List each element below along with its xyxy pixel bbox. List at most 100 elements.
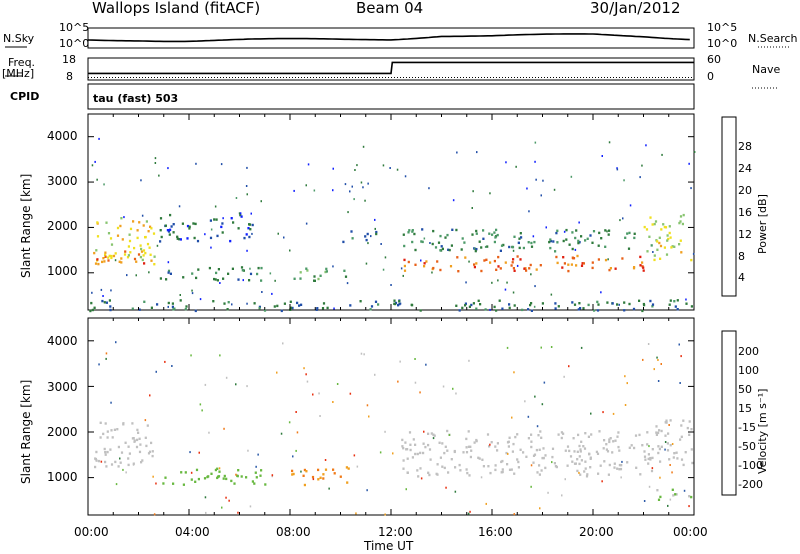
velocity-panel-cell bbox=[532, 454, 536, 457]
velocity-panel-cell bbox=[576, 458, 579, 461]
velocity-panel-cell bbox=[672, 494, 675, 497]
velocity-panel-cell bbox=[324, 459, 327, 461]
freq-unit-label: [MHz] bbox=[2, 67, 35, 80]
power-panel-cell bbox=[666, 234, 669, 237]
velocity-panel-cell bbox=[246, 385, 248, 388]
velocity-panel-cell bbox=[433, 434, 436, 437]
power-panel-cell bbox=[128, 239, 132, 243]
power-panel-cell bbox=[589, 234, 592, 237]
power-panel-cell bbox=[123, 253, 127, 256]
power-panel-cell bbox=[238, 212, 241, 215]
velocity-panel-cell bbox=[621, 460, 623, 463]
velocity-panel-cell bbox=[669, 498, 672, 501]
vel-tick-100: 100 bbox=[738, 364, 759, 377]
velocity-panel-cell bbox=[511, 450, 514, 453]
velocity-panel-cell bbox=[366, 489, 368, 492]
power-panel-cell bbox=[633, 236, 636, 240]
velocity-panel-cell bbox=[658, 447, 661, 451]
power-panel-cell bbox=[141, 258, 144, 262]
power-panel-cell bbox=[332, 189, 334, 192]
power-panel-cell bbox=[535, 178, 537, 181]
vel-tick-minus200: -200 bbox=[738, 478, 763, 491]
power-panel-cell bbox=[550, 293, 553, 296]
velocity-panel-cell bbox=[94, 458, 97, 461]
power-panel-cell bbox=[222, 277, 225, 280]
power-panel-cell bbox=[545, 226, 547, 229]
power-panel-cell bbox=[666, 239, 669, 242]
power-panel-cell bbox=[102, 257, 105, 260]
velocity-panel-cell bbox=[210, 472, 213, 475]
velocity-panel-cell bbox=[97, 459, 101, 463]
power-panel-cell bbox=[353, 198, 355, 201]
velocity-panel-cell bbox=[611, 451, 614, 454]
velocity-panel-cell bbox=[626, 461, 629, 464]
power-panel-cell bbox=[185, 305, 188, 308]
velocity-panel-cell bbox=[675, 451, 678, 454]
power-panel-cell bbox=[491, 233, 494, 236]
velocity-panel-cell bbox=[579, 450, 582, 453]
velocity-panel-cell bbox=[141, 459, 144, 462]
velocity-panel-cell bbox=[490, 441, 493, 444]
power-panel-cell bbox=[554, 307, 557, 310]
velocity-panel-cell bbox=[140, 461, 143, 464]
power-panel-cell bbox=[508, 306, 511, 310]
velocity-panel-cell bbox=[148, 450, 152, 453]
velocity-panel-cell bbox=[551, 461, 553, 464]
velocity-panel-cell bbox=[280, 432, 283, 435]
power-panel-cell bbox=[455, 304, 458, 307]
power-panel-cell bbox=[343, 269, 346, 272]
power-panel-cell bbox=[525, 269, 528, 272]
power-panel-cell bbox=[653, 254, 656, 257]
power-panel-cell bbox=[91, 291, 93, 294]
power-panel-cell bbox=[497, 279, 499, 282]
velocity-panel-cell bbox=[119, 457, 121, 460]
power-panel-cell bbox=[191, 292, 194, 295]
power-panel-cell bbox=[251, 223, 254, 227]
cpid-frame bbox=[87, 83, 695, 110]
power-panel-cell bbox=[144, 251, 147, 255]
velocity-panel-cell bbox=[339, 475, 342, 478]
velocity-panel-cell bbox=[106, 430, 109, 433]
power-panel-cell bbox=[408, 229, 411, 232]
velocity-panel-cell bbox=[264, 483, 267, 486]
power-panel-cell bbox=[222, 217, 224, 220]
velocity-panel-cell bbox=[137, 431, 140, 434]
velocity-panel-cell bbox=[127, 463, 130, 467]
velocity-panel-cell bbox=[205, 511, 207, 514]
power-panel-cell bbox=[553, 188, 556, 191]
power-panel-cell bbox=[240, 215, 243, 218]
power-panel-cell bbox=[480, 246, 483, 249]
velocity-panel-cell bbox=[641, 444, 644, 447]
velocity-panel-cell bbox=[563, 375, 565, 378]
power-panel-cell bbox=[688, 162, 690, 165]
power-panel-cell bbox=[619, 219, 621, 222]
velocity-panel-cell bbox=[691, 461, 694, 465]
power-panel-cell bbox=[439, 268, 442, 272]
velocity-panel-cell bbox=[113, 428, 116, 431]
velocity-panel-cell bbox=[536, 425, 539, 428]
power-panel-cell bbox=[191, 272, 194, 275]
velocity-panel-cell bbox=[525, 455, 528, 458]
power-panel-cell bbox=[169, 228, 172, 231]
power-panel-cell bbox=[651, 303, 655, 306]
velocity-panel-cell bbox=[613, 462, 616, 465]
power-panel-cell bbox=[215, 218, 218, 221]
velocity-panel-cell bbox=[443, 466, 446, 470]
velocity-panel-cell bbox=[617, 445, 620, 449]
nsearch-label: N.Search bbox=[748, 32, 798, 45]
velocity-panel-cell bbox=[667, 504, 669, 507]
power-panel-cell bbox=[663, 246, 666, 249]
power-panel-cell bbox=[313, 189, 316, 192]
velocity-panel-cell bbox=[656, 489, 659, 492]
power-panel-cell bbox=[645, 144, 647, 147]
velocity-panel-cell bbox=[657, 445, 660, 448]
power-panel-cell bbox=[669, 299, 672, 302]
velocity-panel-cell bbox=[240, 475, 243, 478]
power-panel-cell bbox=[622, 217, 624, 220]
power-panel-cell bbox=[159, 217, 163, 220]
velocity-panel-cell bbox=[318, 392, 320, 395]
power-panel-cell bbox=[565, 228, 568, 232]
velocity-panel-cell bbox=[507, 445, 510, 448]
velocity-panel-cell bbox=[530, 464, 533, 467]
power-panel-cell bbox=[221, 222, 224, 225]
